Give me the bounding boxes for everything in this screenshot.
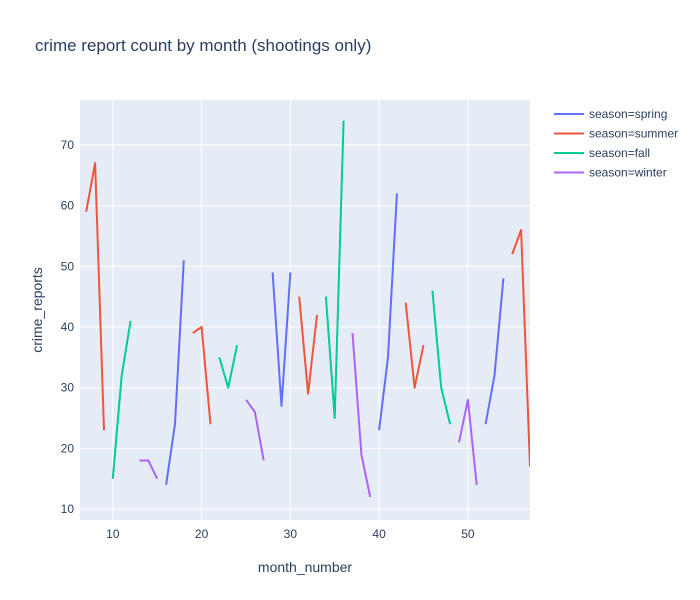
series-line-segment [511,228,530,467]
series-line-segment [404,302,425,389]
y-tick-label: 70 [61,138,75,152]
x-axis-title: month_number [258,559,353,575]
series-line-segment [111,320,132,479]
legend-label: season=winter [589,166,667,180]
legend: season=spring season=summer season=fall sea… [554,107,678,180]
grid-lines [80,100,530,520]
x-tick-label: 40 [372,527,386,541]
series-line-segment [431,290,452,425]
series-line-segment [324,120,345,419]
legend-item[interactable]: season=fall [554,146,650,160]
series-line-segment [245,399,265,461]
series-line-segment [298,296,318,395]
legend-label: season=summer [589,127,678,141]
plot-area [80,100,530,520]
series-line-segment [484,278,505,425]
y-axis-title: crime_reports [29,267,45,353]
series-line-segment [271,272,292,407]
y-tick-label: 50 [61,259,75,273]
y-tick-label: 20 [61,441,75,455]
x-tick-label: 20 [195,527,209,541]
series-line-segment [165,260,185,485]
legend-label: season=spring [589,107,667,121]
chart-title: crime report count by month (shootings o… [35,36,371,55]
series-line-segment [378,193,398,431]
series-season-winter [139,333,478,498]
y-tick-label: 60 [61,199,75,213]
series-season-summer [85,162,530,467]
x-tick-label: 10 [106,527,120,541]
series-line-segment [139,459,159,480]
legend-item[interactable]: season=spring [554,107,667,121]
series-line-segment [458,398,478,485]
series-line-segment [351,333,372,498]
series-season-fall [111,120,452,479]
y-tick-label: 30 [61,381,75,395]
series-line-segment [218,344,239,389]
y-tick-label: 40 [61,320,75,334]
series-line-segment [192,326,212,425]
x-tick-label: 30 [284,527,298,541]
x-tick-label: 50 [461,527,475,541]
legend-item[interactable]: season=winter [554,166,667,180]
series-lines [85,120,530,498]
legend-item[interactable]: season=summer [554,127,678,141]
series-line-segment [85,162,105,431]
legend-label: season=fall [589,146,650,160]
series-season-spring [165,193,505,485]
y-tick-label: 10 [61,502,75,516]
tick-labels: 10 20 30 40 50 10 20 30 40 50 60 70 [61,138,475,541]
